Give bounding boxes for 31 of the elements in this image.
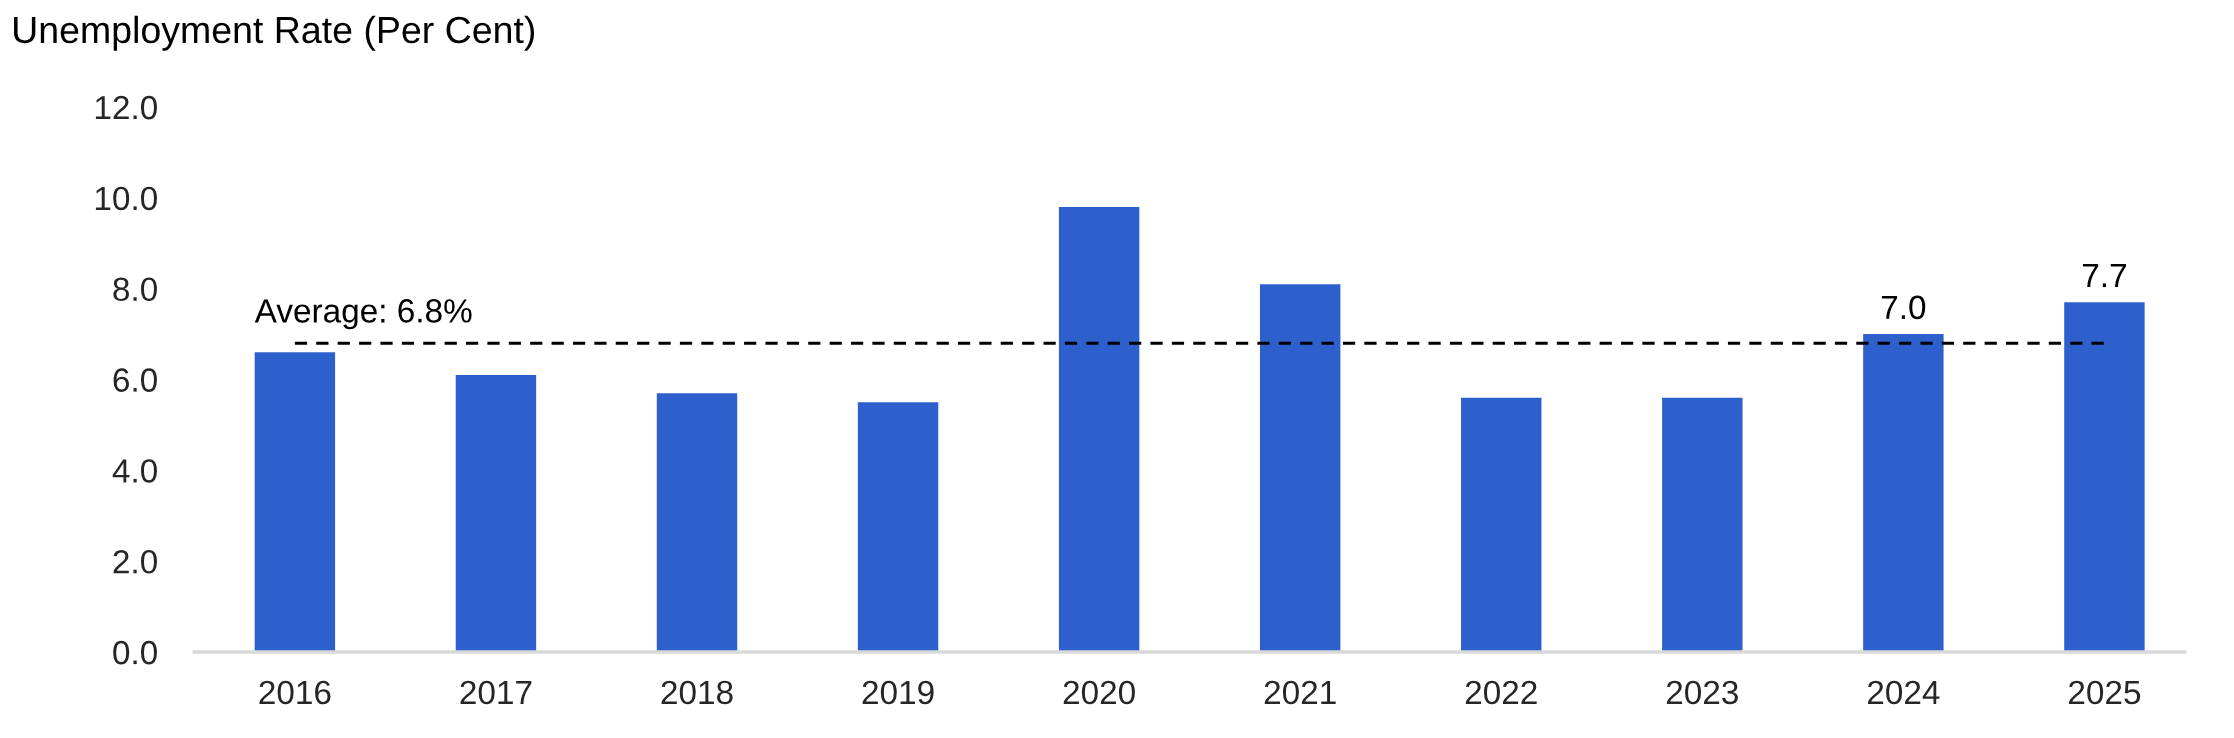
x-tick-label: 2025 — [2069, 680, 2141, 705]
x-tick-label: 2021 — [1264, 680, 1336, 705]
y-tick-label: 6.0 — [113, 368, 157, 392]
bar — [656, 393, 738, 653]
x-tick-label: 2017 — [460, 680, 532, 705]
bar — [2064, 302, 2145, 653]
bar — [1058, 206, 1140, 653]
x-tick-label: 2024 — [1867, 680, 1940, 705]
y-tick-label: 0.0 — [113, 640, 157, 665]
x-tick-label: 2018 — [661, 680, 733, 705]
y-tick-label: 4.0 — [112, 459, 157, 483]
bar — [455, 374, 537, 653]
data-label: 7.7 — [2082, 264, 2126, 288]
y-tick-label: 10.0 — [95, 186, 157, 211]
y-tick-label: 2.0 — [113, 549, 157, 574]
ref-line-label: Average: 6.8% — [254, 299, 472, 330]
x-tick-label: 2022 — [1465, 680, 1537, 705]
bar — [1662, 397, 1743, 653]
bar — [857, 402, 939, 653]
y-tick-label: 12.0 — [95, 95, 157, 120]
bar — [254, 352, 336, 653]
bar — [1863, 334, 1944, 653]
x-tick-label: 2016 — [259, 680, 331, 705]
x-tick-label: 2019 — [862, 680, 934, 705]
bar — [1461, 397, 1542, 653]
data-label: 7.0 — [1881, 295, 1926, 320]
y-tick-label: 8.0 — [113, 277, 157, 302]
x-tick-label: 2020 — [1063, 680, 1135, 705]
chart-title: Unemployment Rate (Per Cent) — [14, 15, 535, 51]
x-tick-label: 2023 — [1666, 680, 1738, 705]
bar — [1259, 284, 1341, 653]
